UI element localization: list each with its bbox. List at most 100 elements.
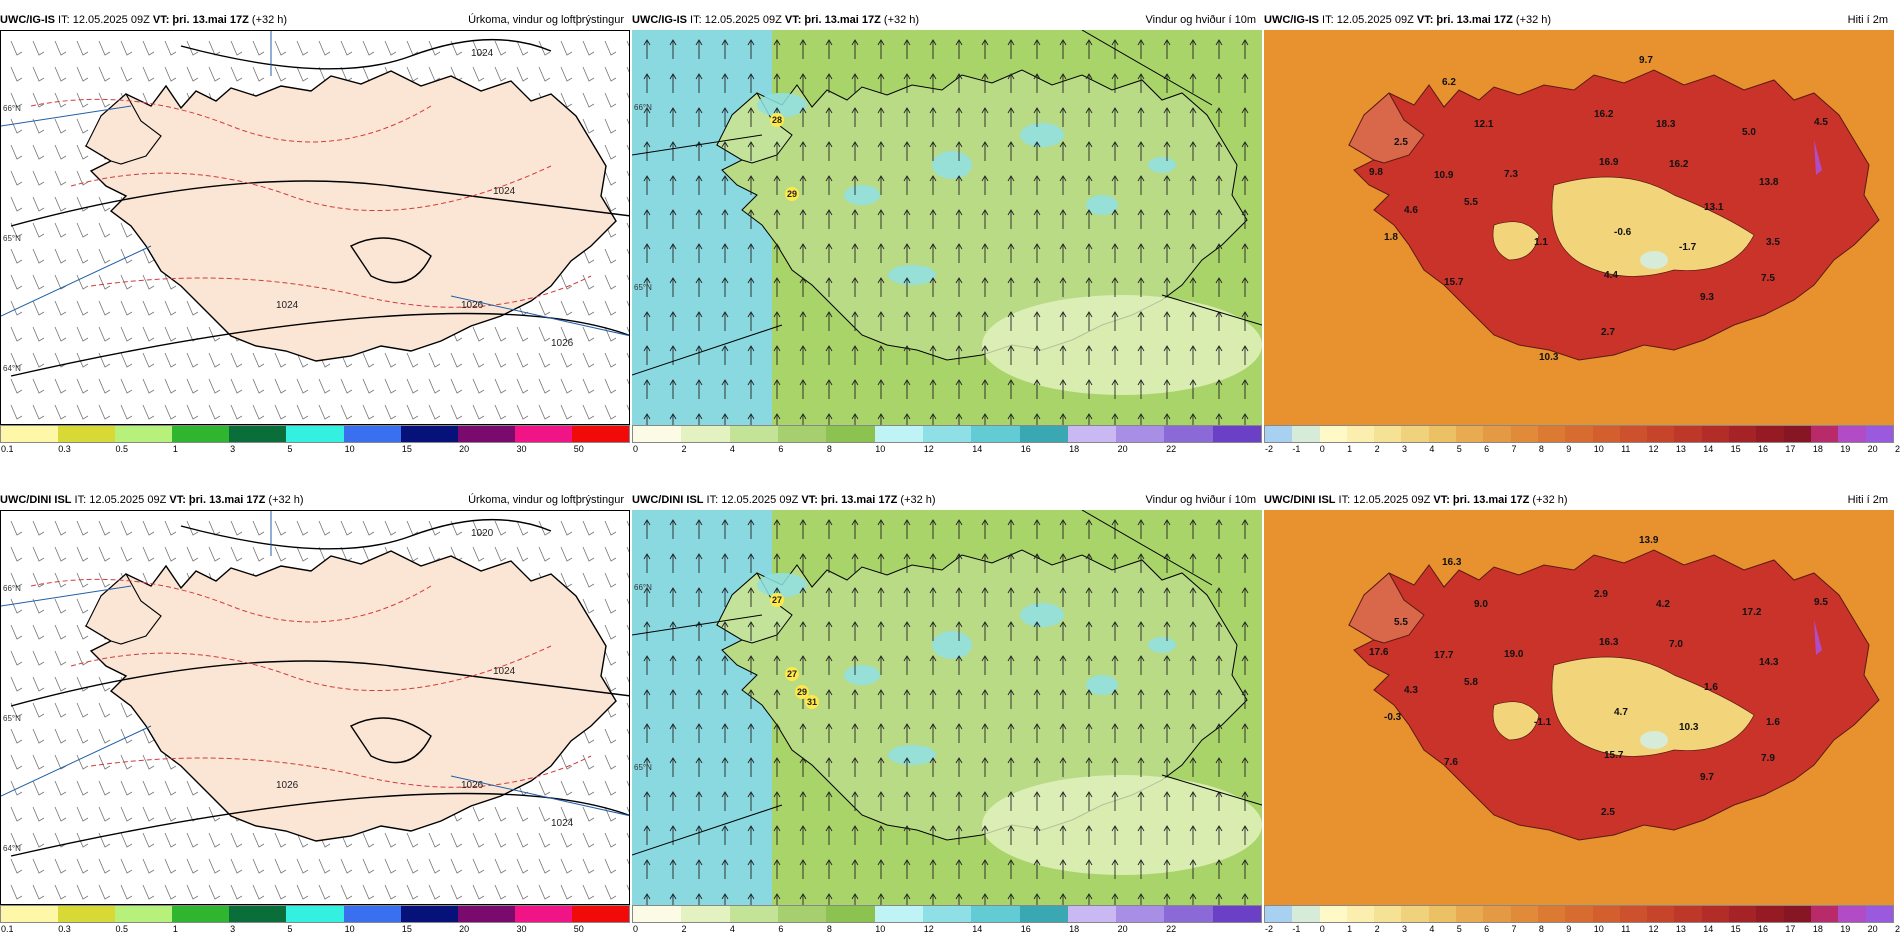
wind-arrow xyxy=(643,73,651,93)
wind-arrow xyxy=(1215,655,1223,675)
colorbar-tick-label: 1 xyxy=(172,924,178,934)
wind-arrow xyxy=(903,689,911,709)
wind-barb xyxy=(186,40,199,56)
wind-barb xyxy=(340,884,353,900)
wind-barb xyxy=(10,248,23,264)
wind-barb xyxy=(296,66,309,82)
wind-arrow xyxy=(877,587,885,607)
wind-barb xyxy=(164,326,177,342)
wind-arrow xyxy=(1059,689,1067,709)
wind-barb xyxy=(76,144,89,160)
colorbar-swatch xyxy=(286,906,344,922)
temp-label: 4.5 xyxy=(1814,117,1828,128)
wind-barb xyxy=(516,40,529,56)
precip-svg: 1020 1024 1026 1026 1024 66°N 65°N 64°N xyxy=(1,511,629,904)
temp-label: 1.1 xyxy=(1534,237,1548,248)
wind-barb xyxy=(164,884,177,900)
isobar-line xyxy=(10,180,629,227)
wind-barb xyxy=(296,378,309,394)
wind-arrow xyxy=(1163,413,1171,425)
wind-arrow xyxy=(669,175,677,195)
model-name: UWC/DINI ISL xyxy=(0,494,72,506)
precip-map[interactable]: 1024 1024 1024 1026 1026 66°N 65°N 64°N xyxy=(0,30,630,425)
wind-arrow xyxy=(695,553,703,573)
wind-arrow xyxy=(981,39,989,59)
graticule-line xyxy=(632,804,783,856)
gust-patch xyxy=(757,93,807,117)
wind-arrow xyxy=(851,311,859,331)
colorbar-swatch xyxy=(1510,426,1538,442)
wind-arrow xyxy=(1189,519,1197,539)
wind-arrow xyxy=(1163,209,1171,229)
colorbar-tick-label: 50 xyxy=(573,444,584,454)
wind-barb xyxy=(560,754,573,770)
wind-arrow xyxy=(695,519,703,539)
temp-label: 7.3 xyxy=(1504,169,1518,180)
wind-arrow xyxy=(799,825,807,845)
gust-label: 27 xyxy=(772,595,782,605)
wind-barb xyxy=(142,300,155,316)
wind-barb xyxy=(494,832,507,848)
wind-barb xyxy=(76,728,89,744)
colorbar-swatch xyxy=(1212,906,1262,922)
wind-arrow xyxy=(903,587,911,607)
wind-arrow xyxy=(1241,791,1249,811)
wind-arrow xyxy=(825,243,833,263)
wind-arrow xyxy=(1007,519,1015,539)
lead-time: (+32 h) xyxy=(265,494,304,506)
wind-barb xyxy=(76,196,89,212)
colorbar-swatch xyxy=(457,906,515,922)
wind-barb xyxy=(54,40,67,56)
temp-label: 7.0 xyxy=(1669,639,1683,650)
wind-arrow xyxy=(773,553,781,573)
temp-label: 9.7 xyxy=(1639,55,1653,66)
graticule-line xyxy=(1,105,132,127)
wind-barb xyxy=(560,884,573,900)
wind-barb xyxy=(120,780,133,796)
wind-arrow xyxy=(1189,413,1197,425)
wind-arrow xyxy=(721,859,729,879)
wind-arrow xyxy=(851,39,859,59)
wind-arrow xyxy=(1033,723,1041,743)
panel-title: Vindur og hviður í 10m xyxy=(1145,14,1256,26)
wind-arrow xyxy=(1215,107,1223,127)
wind-arrow xyxy=(1241,379,1249,399)
wind-barb xyxy=(384,378,397,394)
wind-arrow xyxy=(1085,73,1093,93)
wind-barb xyxy=(76,884,89,900)
wind-map[interactable]: 28 29 66°N 65°N xyxy=(632,30,1262,425)
colorbar-tick-label: 6 xyxy=(778,924,784,934)
colorbar-swatch xyxy=(514,426,572,442)
wind-arrow xyxy=(877,379,885,399)
wind-barb xyxy=(450,404,463,420)
wind-arrow xyxy=(1241,311,1249,331)
wind-arrow xyxy=(877,655,885,675)
wind-arrow xyxy=(903,39,911,59)
colorbar-swatch xyxy=(1537,906,1566,922)
wind-arrow xyxy=(643,413,651,425)
wind-map[interactable]: 27 27 29 31 66°N 65°N xyxy=(632,510,1262,905)
wind-barb xyxy=(208,326,221,342)
wind-barb xyxy=(10,520,23,536)
precip-map[interactable]: 1020 1024 1026 1026 1024 66°N 65°N 64°N xyxy=(0,510,630,905)
colorbar-tick-label: 17 xyxy=(1785,444,1796,454)
wind-barb xyxy=(164,832,177,848)
wind-arrow xyxy=(1033,107,1041,127)
wind-arrow xyxy=(799,621,807,641)
wind-barb xyxy=(538,806,551,822)
graticule-line xyxy=(632,324,783,376)
colorbar-swatch xyxy=(1537,426,1566,442)
colorbar-tick-label: 5 xyxy=(287,924,293,934)
temp-map[interactable]: 9.7 6.2 2.5 12.1 16.2 18.3 5.0 4.5 9.8 10.9 7.3 16.… xyxy=(1264,30,1894,425)
colorbar-tick-label: 1 xyxy=(1347,924,1353,934)
temp-map[interactable]: 13.9 16.3 5.5 9.0 2.9 4.2 17.2 9.5 17.6 17.7 19.0 1… xyxy=(1264,510,1894,905)
wind-arrow xyxy=(1007,141,1015,161)
warm-spot xyxy=(1814,620,1822,655)
wind-arrow xyxy=(1241,553,1249,573)
colorbar-tick-label: 19 xyxy=(1840,924,1851,934)
wind-barb xyxy=(120,546,133,562)
wind-arrow xyxy=(1189,621,1197,641)
colorbar-swatch xyxy=(633,426,682,442)
